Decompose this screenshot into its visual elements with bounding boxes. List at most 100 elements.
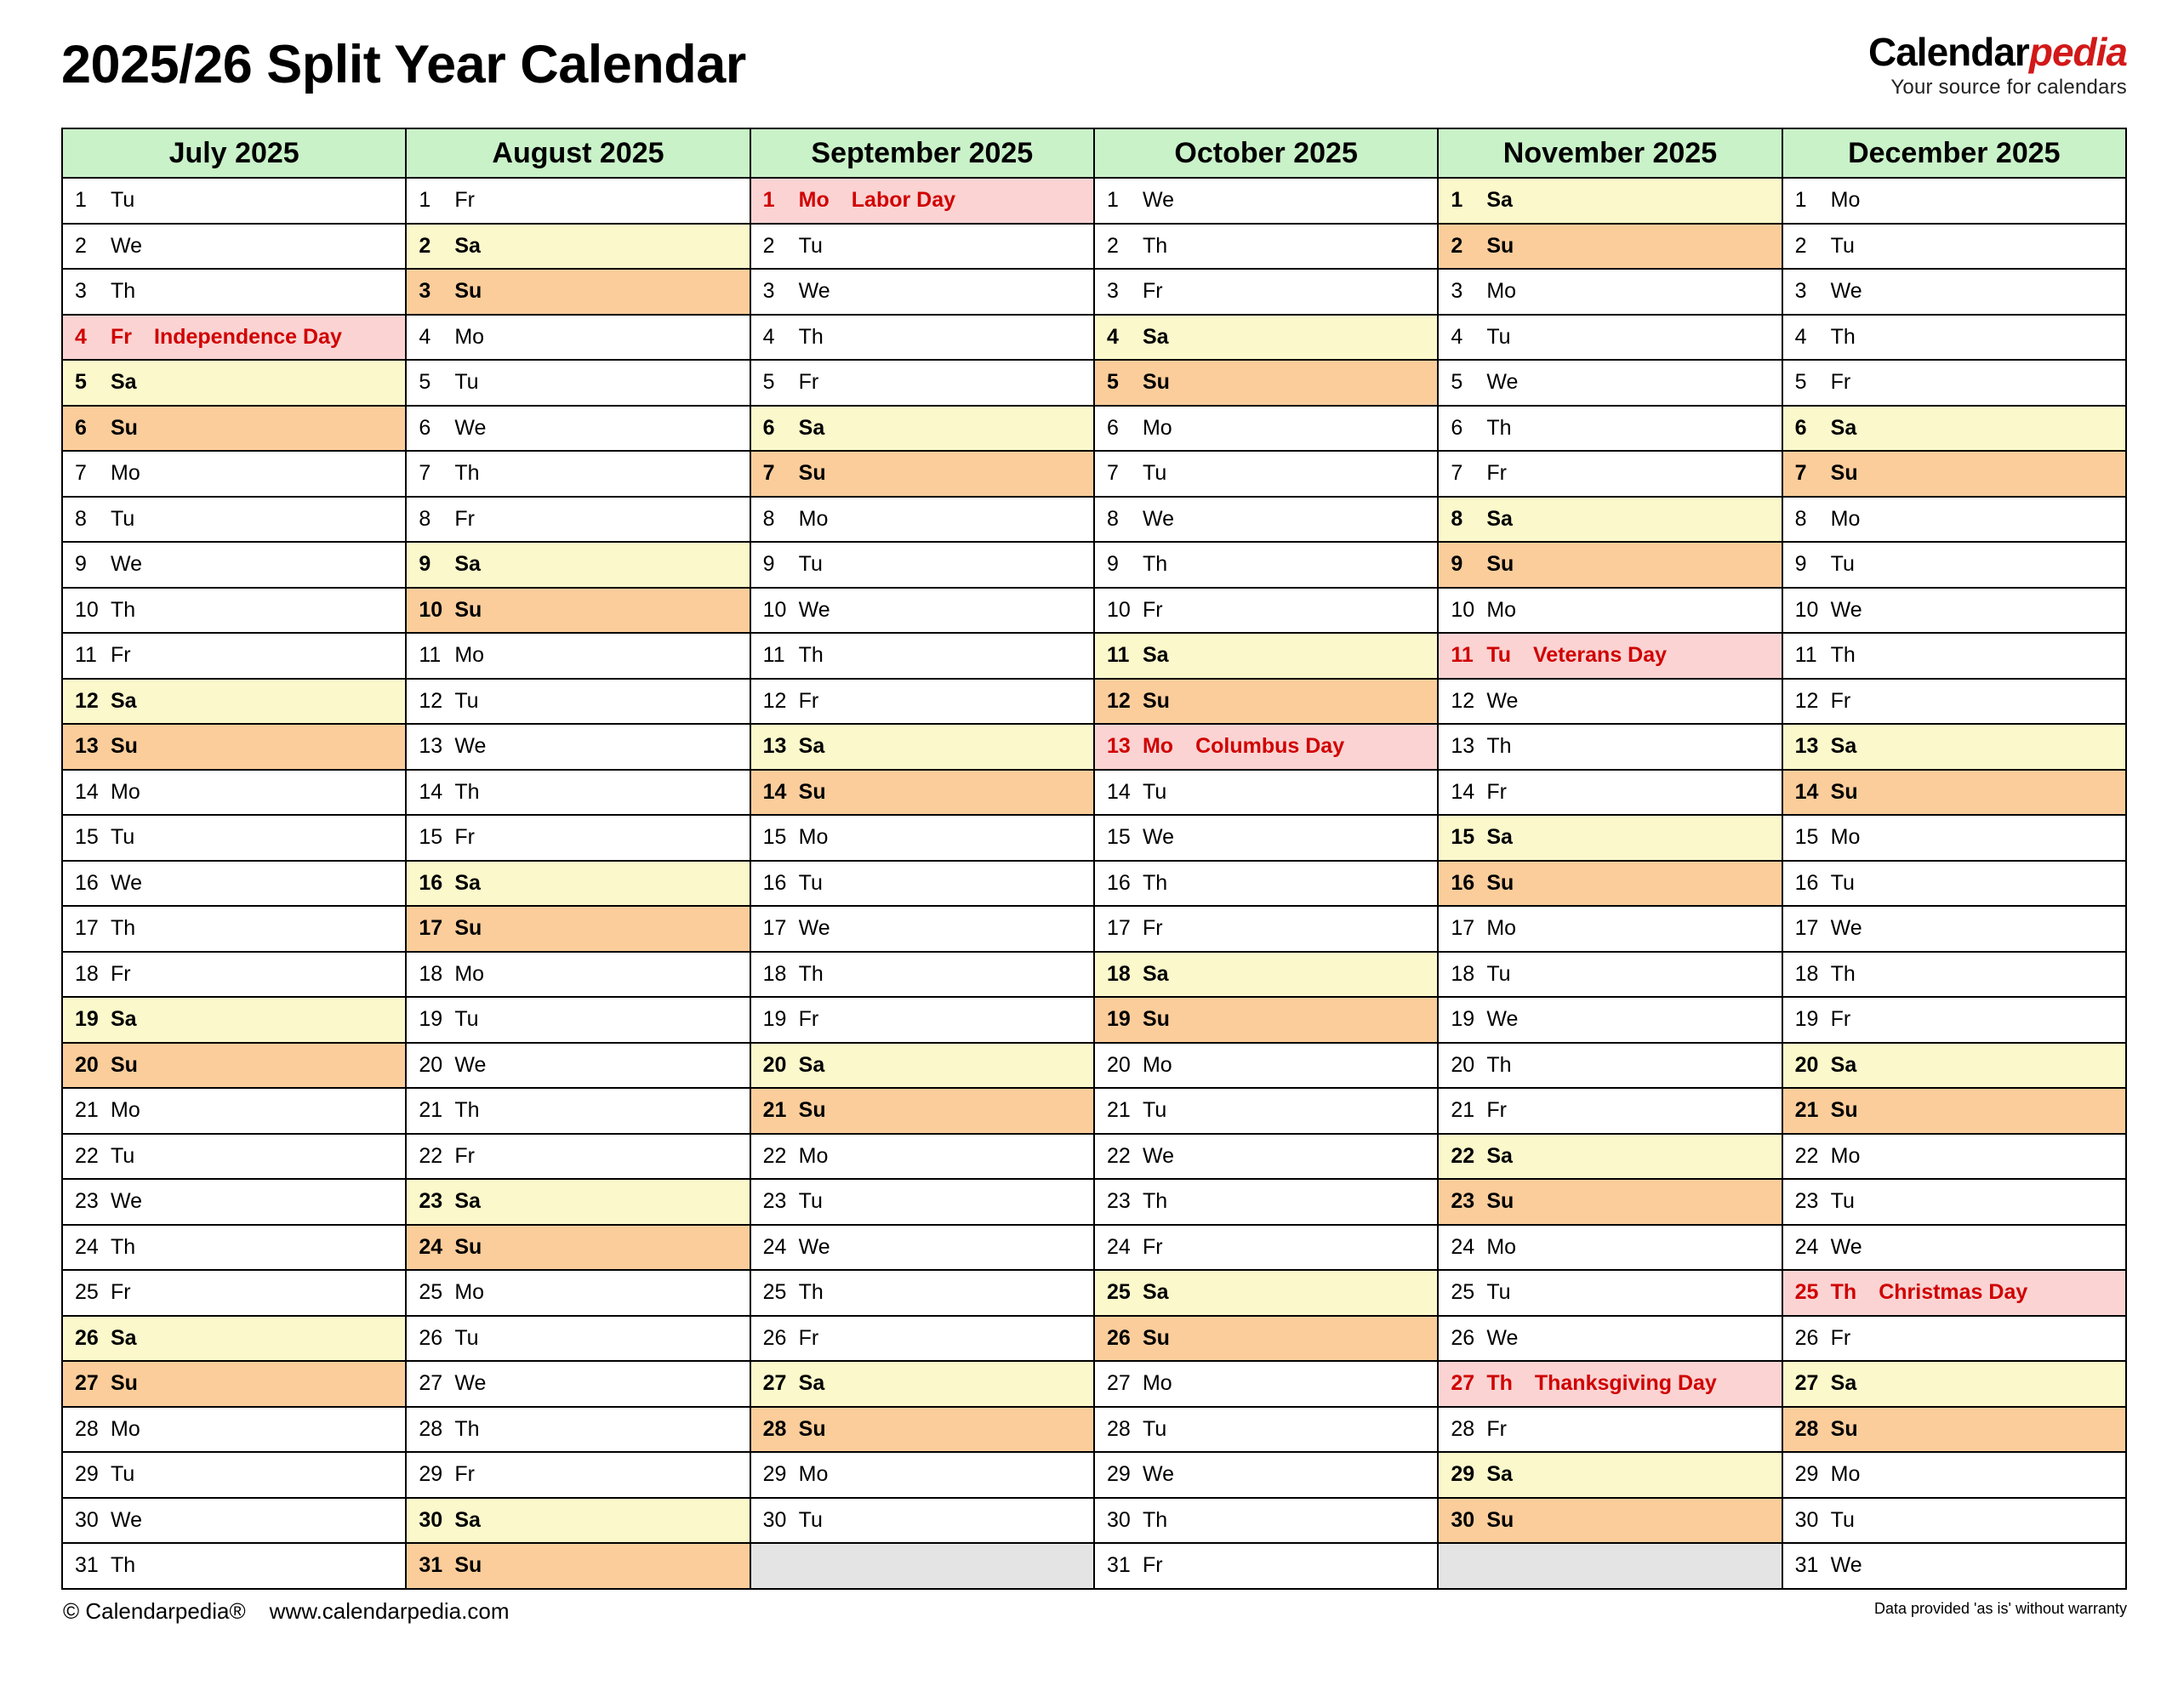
day-cell[interactable]: 6 Su <box>60 404 408 452</box>
day-cell[interactable]: 20 Th <box>1437 1041 1783 1089</box>
day-cell[interactable]: 28 Su <box>1781 1405 2128 1453</box>
day-cell[interactable]: 22 We <box>1092 1132 1440 1180</box>
day-cell[interactable]: 2 Tu <box>749 222 1095 270</box>
day-cell[interactable]: 6 Sa <box>749 404 1095 452</box>
day-cell[interactable]: 23 Tu <box>749 1178 1095 1226</box>
day-cell[interactable]: 10 We <box>749 586 1095 634</box>
day-cell[interactable]: 30 Tu <box>1781 1496 2128 1544</box>
day-cell[interactable]: 10 Su <box>405 586 751 634</box>
day-cell[interactable]: 27 Sa <box>1781 1360 2128 1408</box>
day-cell[interactable]: 29 Sa <box>1437 1451 1783 1499</box>
day-cell[interactable]: 26 Su <box>1092 1314 1440 1362</box>
day-cell[interactable]: 22 Fr <box>405 1132 751 1180</box>
day-cell[interactable]: 14 Su <box>749 768 1095 816</box>
day-cell[interactable]: 31 Fr <box>1092 1542 1440 1590</box>
day-cell[interactable]: 28 Su <box>749 1405 1095 1453</box>
day-cell[interactable]: 24 Fr <box>1092 1223 1440 1271</box>
day-cell[interactable]: 30 Su <box>1437 1496 1783 1544</box>
day-cell[interactable]: 16 We <box>60 859 408 907</box>
day-cell[interactable]: 29 Fr <box>405 1451 751 1499</box>
day-cell[interactable]: 18 Th <box>1781 950 2128 998</box>
day-cell[interactable]: 8 Mo <box>749 495 1095 543</box>
day-cell[interactable]: 10 Th <box>60 586 408 634</box>
day-cell[interactable]: 26 We <box>1437 1314 1783 1362</box>
day-cell[interactable]: 4 Sa <box>1092 313 1440 361</box>
day-cell[interactable]: 14 Tu <box>1092 768 1440 816</box>
day-cell[interactable]: 14 Th <box>405 768 751 816</box>
day-cell[interactable]: 26 Fr <box>1781 1314 2128 1362</box>
day-cell[interactable]: 15 Mo <box>1781 814 2128 862</box>
day-cell[interactable]: 7 Th <box>405 450 751 498</box>
day-cell[interactable]: 13 Su <box>60 723 408 771</box>
day-cell[interactable]: 17 Su <box>405 905 751 953</box>
day-cell[interactable]: 8 Sa <box>1437 495 1783 543</box>
day-cell[interactable]: 7 Su <box>749 450 1095 498</box>
day-cell[interactable]: 24 Th <box>60 1223 408 1271</box>
day-cell[interactable]: 1 Sa <box>1437 177 1783 225</box>
day-cell[interactable]: 6 Th <box>1437 404 1783 452</box>
day-cell[interactable]: 17 We <box>749 905 1095 953</box>
day-cell[interactable]: 25 Th <box>749 1269 1095 1317</box>
day-cell[interactable]: 25 Fr <box>60 1269 408 1317</box>
day-cell[interactable]: 12 We <box>1437 677 1783 725</box>
day-cell[interactable]: 21 Mo <box>60 1087 408 1135</box>
day-cell[interactable]: 25 Tu <box>1437 1269 1783 1317</box>
day-cell[interactable]: 20 We <box>405 1041 751 1089</box>
day-cell[interactable]: 1 We <box>1092 177 1440 225</box>
day-cell[interactable]: 15 Mo <box>749 814 1095 862</box>
day-cell[interactable]: 27 Mo <box>1092 1360 1440 1408</box>
day-cell[interactable]: 17 Fr <box>1092 905 1440 953</box>
day-cell[interactable]: 30 Sa <box>405 1496 751 1544</box>
day-cell[interactable]: 4 Mo <box>405 313 751 361</box>
day-cell[interactable]: 13 We <box>405 723 751 771</box>
day-cell[interactable]: 19 Sa <box>60 996 408 1044</box>
day-cell[interactable]: 7 Su <box>1781 450 2128 498</box>
day-cell[interactable]: 23 We <box>60 1178 408 1226</box>
day-cell[interactable]: 19 Fr <box>1781 996 2128 1044</box>
day-cell[interactable]: 13 Sa <box>749 723 1095 771</box>
day-cell[interactable]: 22 Tu <box>60 1132 408 1180</box>
day-cell[interactable]: 11 Fr <box>60 632 408 680</box>
day-cell[interactable]: 26 Tu <box>405 1314 751 1362</box>
day-cell[interactable]: 5 Tu <box>405 359 751 407</box>
day-cell[interactable]: 18 Fr <box>60 950 408 998</box>
day-cell[interactable]: 15 Sa <box>1437 814 1783 862</box>
day-cell[interactable]: 3 Mo <box>1437 268 1783 316</box>
day-cell[interactable]: 22 Sa <box>1437 1132 1783 1180</box>
day-cell[interactable]: 1 Fr <box>405 177 751 225</box>
day-cell[interactable]: 16 Su <box>1437 859 1783 907</box>
day-cell[interactable]: 21 Su <box>1781 1087 2128 1135</box>
day-cell[interactable]: 22 Mo <box>749 1132 1095 1180</box>
day-cell[interactable]: 1 Tu <box>60 177 408 225</box>
day-cell[interactable]: 27 Sa <box>749 1360 1095 1408</box>
day-cell[interactable]: 24 Mo <box>1437 1223 1783 1271</box>
day-cell[interactable]: 26 Fr <box>749 1314 1095 1362</box>
day-cell[interactable]: 11 Th <box>1781 632 2128 680</box>
day-cell[interactable]: 18 Th <box>749 950 1095 998</box>
day-cell[interactable]: 2 We <box>60 222 408 270</box>
day-cell[interactable]: 28 Fr <box>1437 1405 1783 1453</box>
day-cell[interactable]: 8 We <box>1092 495 1440 543</box>
day-cell[interactable]: 3 Th <box>60 268 408 316</box>
day-cell[interactable]: 4 Tu <box>1437 313 1783 361</box>
website-url[interactable]: www.calendarpedia.com <box>269 1597 510 1624</box>
day-cell[interactable]: 16 Sa <box>405 859 751 907</box>
day-cell[interactable]: 13 Mo Columbus Day <box>1092 723 1440 771</box>
day-cell[interactable]: 22 Mo <box>1781 1132 2128 1180</box>
day-cell[interactable]: 7 Fr <box>1437 450 1783 498</box>
day-cell[interactable]: 13 Sa <box>1781 723 2128 771</box>
day-cell[interactable]: 25 Mo <box>405 1269 751 1317</box>
day-cell[interactable]: 25 Th Christmas Day <box>1781 1269 2128 1317</box>
day-cell[interactable]: 10 Mo <box>1437 586 1783 634</box>
day-cell[interactable]: 21 Th <box>405 1087 751 1135</box>
day-cell[interactable]: 21 Su <box>749 1087 1095 1135</box>
day-cell[interactable]: 9 Tu <box>1781 541 2128 589</box>
day-cell[interactable]: 15 Fr <box>405 814 751 862</box>
day-cell[interactable]: 31 We <box>1781 1542 2128 1590</box>
day-cell[interactable]: 17 Mo <box>1437 905 1783 953</box>
day-cell[interactable]: 17 Th <box>60 905 408 953</box>
day-cell[interactable]: 18 Mo <box>405 950 751 998</box>
day-cell[interactable]: 18 Tu <box>1437 950 1783 998</box>
day-cell[interactable]: 26 Sa <box>60 1314 408 1362</box>
day-cell[interactable]: 5 Sa <box>60 359 408 407</box>
